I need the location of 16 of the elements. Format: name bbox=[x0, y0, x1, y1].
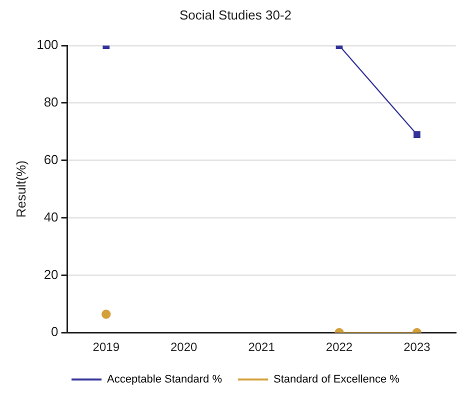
y-tick-label: 100 bbox=[36, 37, 58, 52]
y-tick-label: 60 bbox=[44, 152, 58, 167]
x-tick-label: 2019 bbox=[92, 340, 120, 354]
y-tick-label: 20 bbox=[44, 266, 58, 282]
x-tick-label: 2021 bbox=[248, 340, 276, 354]
chart-title: Social Studies 30-2 bbox=[179, 7, 292, 22]
legend-label: Standard of Excellence % bbox=[274, 374, 400, 386]
x-tick-label: 2020 bbox=[170, 340, 198, 354]
point bbox=[414, 131, 420, 138]
x-tick-label: 2022 bbox=[326, 340, 353, 354]
legend-label: Acceptable Standard % bbox=[107, 374, 222, 386]
x-tick-label: 2023 bbox=[404, 340, 431, 354]
y-tick-label: 0 bbox=[51, 324, 58, 340]
y-axis-title: Result(%) bbox=[13, 160, 28, 218]
y-tick-label: 80 bbox=[44, 94, 58, 110]
y-tick-label: 40 bbox=[44, 209, 58, 224]
